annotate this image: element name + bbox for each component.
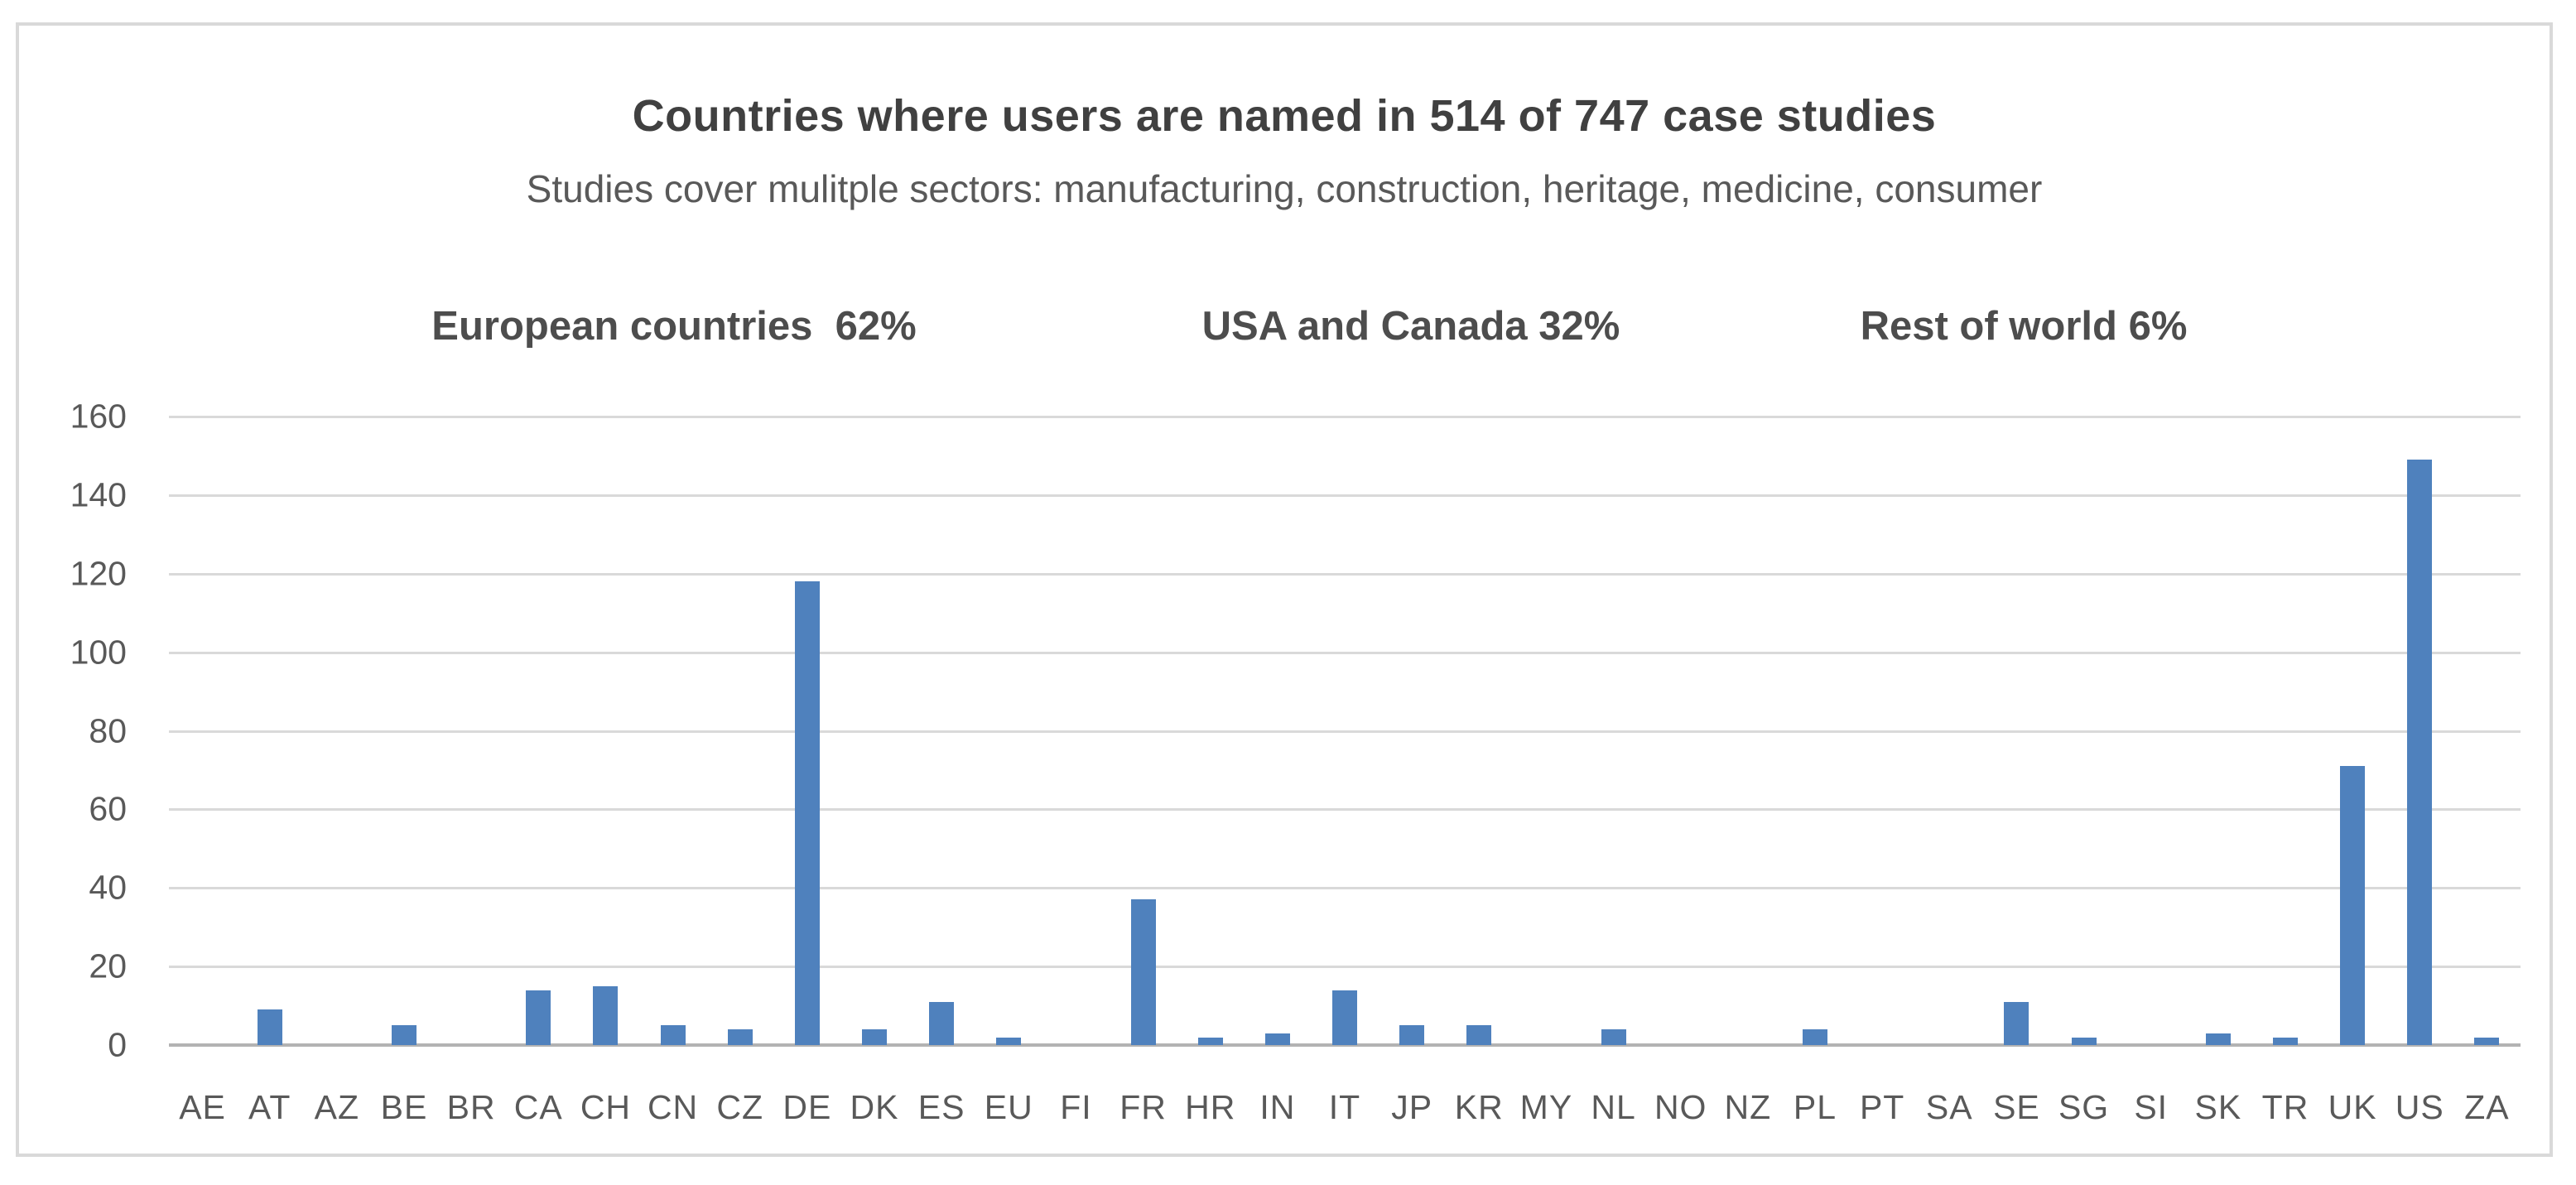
x-tick-label-NO: NO	[1654, 1088, 1707, 1126]
x-tick-label-IN: IN	[1259, 1088, 1296, 1126]
bar-TR	[2273, 1038, 2298, 1045]
x-tick-label-SA: SA	[1925, 1088, 1973, 1126]
gridline-160	[169, 416, 2521, 418]
bar-CN	[661, 1025, 686, 1045]
y-tick-label-80: 80	[89, 711, 127, 749]
bar-CZ	[728, 1029, 753, 1045]
bar-SG	[2072, 1038, 2097, 1045]
bar-SE	[2004, 1002, 2029, 1045]
group-label-european-countries: European countries 62%	[431, 304, 917, 349]
bar-UK	[2340, 766, 2365, 1045]
group-label-rest-of-world: Rest of world 6%	[1860, 304, 2188, 349]
group-label-usa-canada: USA and Canada 32%	[1201, 304, 1620, 349]
x-tick-label-NZ: NZ	[1724, 1088, 1772, 1126]
bar-CA	[526, 990, 551, 1045]
x-tick-label-SE: SE	[1993, 1088, 2040, 1126]
x-tick-label-FI: FI	[1060, 1088, 1092, 1126]
chart-frame: Countries where users are named in 514 o…	[16, 22, 2553, 1157]
bar-IT	[1332, 990, 1357, 1045]
y-tick-label-0: 0	[108, 1025, 127, 1064]
x-tick-label-AZ: AZ	[314, 1088, 360, 1126]
bar-DK	[862, 1029, 887, 1045]
gridline-120	[169, 572, 2521, 576]
bar-BE	[392, 1025, 416, 1045]
x-tick-label-DK: DK	[850, 1088, 899, 1126]
x-tick-label-PT: PT	[1859, 1088, 1905, 1126]
y-tick-label-140: 140	[70, 475, 127, 514]
bar-KR	[1466, 1025, 1491, 1045]
x-axis-line	[169, 1043, 2521, 1047]
gridline-140	[169, 494, 2521, 497]
bar-US	[2407, 460, 2432, 1045]
bar-CH	[593, 986, 618, 1045]
bar-FR	[1131, 899, 1156, 1045]
x-tick-label-MY: MY	[1519, 1088, 1573, 1126]
bar-DE	[795, 581, 820, 1045]
bar-JP	[1399, 1025, 1424, 1045]
gridline-100	[169, 651, 2521, 654]
x-tick-label-SI: SI	[2134, 1088, 2169, 1126]
chart-subtitle: Studies cover mulitple sectors: manufact…	[526, 167, 2043, 210]
y-tick-label-40: 40	[89, 868, 127, 907]
x-tick-label-EU: EU	[984, 1088, 1033, 1126]
x-tick-label-CN: CN	[647, 1088, 699, 1126]
x-tick-label-BE: BE	[380, 1088, 428, 1126]
x-tick-label-DE: DE	[782, 1088, 832, 1126]
x-tick-label-US: US	[2395, 1088, 2444, 1126]
gridline-60	[169, 808, 2521, 812]
y-tick-label-60: 60	[89, 789, 127, 828]
gridline-20	[169, 966, 2521, 969]
bar-PL	[1803, 1029, 1827, 1045]
y-tick-label-160: 160	[70, 397, 127, 436]
x-tick-label-NL: NL	[1591, 1088, 1636, 1126]
x-tick-label-JP: JP	[1391, 1088, 1433, 1126]
bar-IN	[1265, 1033, 1290, 1045]
x-tick-label-SK: SK	[2194, 1088, 2242, 1126]
gridline-80	[169, 730, 2521, 733]
x-tick-label-KR: KR	[1454, 1088, 1504, 1126]
bar-ZA	[2474, 1038, 2499, 1045]
x-tick-label-PL: PL	[1793, 1088, 1837, 1126]
gridline-40	[169, 887, 2521, 890]
x-tick-label-TR: TR	[2261, 1088, 2309, 1126]
x-tick-label-BR: BR	[446, 1088, 496, 1126]
bar-SK	[2206, 1033, 2231, 1045]
bar-AT	[258, 1009, 282, 1045]
chart-title: Countries where users are named in 514 o…	[632, 91, 1937, 141]
y-tick-label-120: 120	[70, 554, 127, 593]
x-tick-label-AE: AE	[179, 1088, 226, 1126]
x-tick-label-ZA: ZA	[2464, 1088, 2510, 1126]
x-tick-label-CH: CH	[580, 1088, 632, 1126]
bar-EU	[996, 1038, 1021, 1045]
x-tick-label-CZ: CZ	[716, 1088, 764, 1126]
x-tick-label-UK: UK	[2328, 1088, 2377, 1126]
x-tick-label-AT: AT	[248, 1088, 291, 1126]
x-tick-label-IT: IT	[1328, 1088, 1361, 1126]
y-tick-label-20: 20	[89, 947, 127, 985]
x-tick-label-SG: SG	[2058, 1088, 2110, 1126]
bar-HR	[1198, 1038, 1223, 1045]
x-tick-label-ES: ES	[917, 1088, 965, 1126]
bar-NL	[1601, 1029, 1626, 1045]
x-tick-label-HR: HR	[1185, 1088, 1236, 1126]
y-tick-label-100: 100	[70, 633, 127, 672]
x-tick-label-FR: FR	[1119, 1088, 1167, 1126]
bar-ES	[929, 1002, 954, 1045]
x-tick-label-CA: CA	[513, 1088, 563, 1126]
